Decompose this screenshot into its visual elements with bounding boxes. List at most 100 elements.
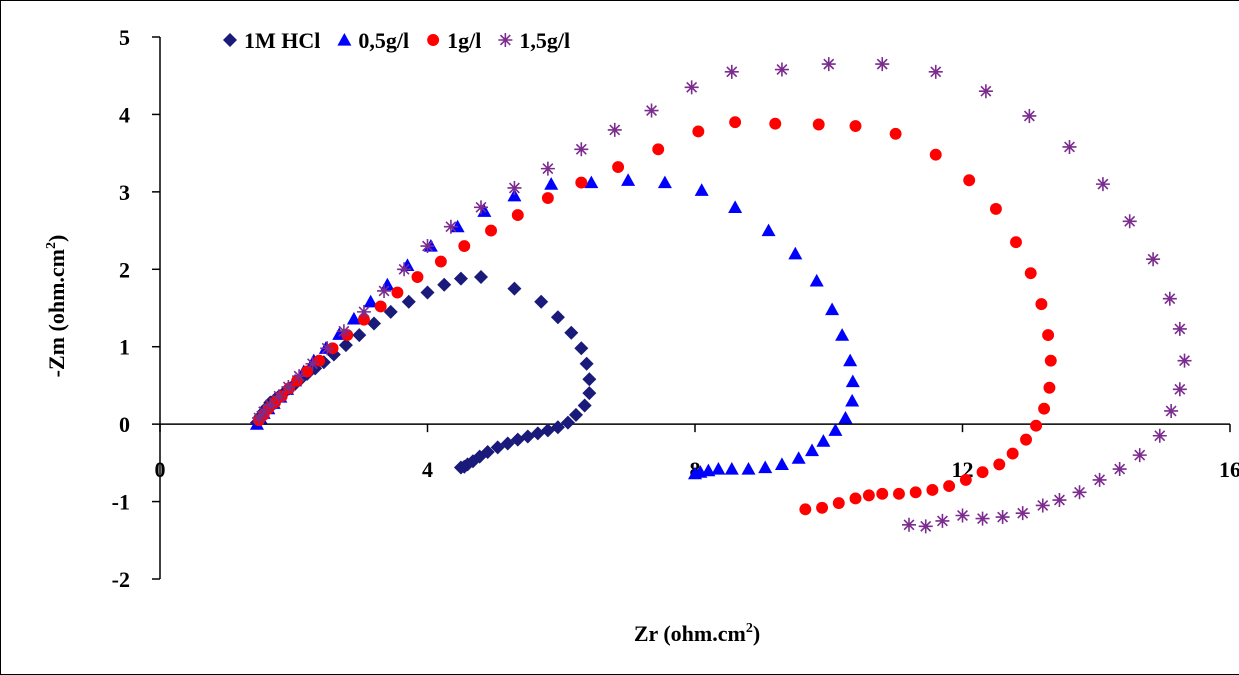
data-point — [534, 294, 549, 309]
data-point — [550, 310, 565, 325]
data-point — [485, 224, 497, 237]
data-point — [816, 434, 831, 447]
data-point — [577, 398, 592, 413]
data-point — [1122, 214, 1137, 229]
data-point — [374, 300, 387, 313]
x-tick-label: 4 — [422, 457, 433, 482]
data-point — [1042, 329, 1055, 342]
data-point — [1062, 139, 1077, 154]
data-point — [397, 262, 412, 277]
data-point — [584, 175, 599, 189]
data-point — [1132, 448, 1147, 463]
data-point — [959, 473, 972, 486]
axes: -2-10123450481216 — [112, 25, 1239, 592]
data-point — [301, 365, 314, 378]
x-tick-label: 0 — [155, 457, 166, 482]
legend-label: 1M HCl — [244, 28, 320, 53]
data-point — [1172, 382, 1187, 397]
data-point — [975, 511, 990, 526]
data-point — [1020, 433, 1032, 446]
legend-label: 0,5g/l — [358, 28, 409, 53]
data-point — [955, 508, 970, 523]
data-point — [607, 122, 622, 137]
data-point — [761, 223, 776, 237]
data-point — [1043, 381, 1056, 394]
data-point — [1006, 447, 1019, 460]
data-point — [1164, 403, 1179, 418]
data-point — [902, 517, 916, 532]
y-tick-label: 2 — [119, 257, 130, 282]
data-point — [383, 304, 398, 319]
data-point — [474, 270, 488, 285]
data-point — [978, 84, 993, 99]
data-point — [657, 175, 672, 189]
data-point — [251, 410, 266, 425]
data-point — [1035, 298, 1048, 311]
data-point — [875, 57, 890, 72]
data-point — [724, 462, 739, 475]
data-point — [338, 338, 353, 353]
data-point — [358, 313, 370, 326]
data-point — [929, 148, 942, 161]
y-tick-label: -1 — [112, 490, 130, 515]
data-point — [862, 489, 875, 502]
data-point — [724, 64, 739, 79]
data-point — [621, 173, 636, 186]
data-point — [507, 281, 522, 296]
data-point — [582, 386, 597, 401]
data-point — [1030, 419, 1043, 432]
data-point — [843, 353, 858, 367]
data-point — [926, 484, 939, 496]
data-point — [989, 202, 1002, 215]
data-point — [1010, 236, 1022, 249]
data-point — [1052, 493, 1067, 508]
legend-item-2: 0,5g/l — [337, 28, 409, 53]
data-point — [574, 341, 589, 356]
data-point — [758, 460, 773, 474]
data-point — [943, 480, 956, 493]
data-point — [963, 174, 976, 187]
x-axis-title: Zr (ohm.cm2) — [634, 621, 760, 646]
data-point — [612, 161, 625, 174]
data-point — [1112, 462, 1127, 477]
data-point — [511, 209, 524, 222]
data-point — [849, 492, 862, 505]
y-tick-label: 4 — [119, 102, 130, 127]
legend-marker — [223, 33, 237, 47]
legend-marker — [427, 34, 440, 46]
y-tick-label: 1 — [119, 335, 130, 360]
data-point — [1024, 267, 1037, 280]
data-point — [812, 118, 825, 131]
data-point — [993, 458, 1006, 471]
data-point — [391, 286, 404, 299]
y-tick-label: 5 — [119, 25, 130, 50]
data-point — [889, 127, 902, 140]
data-point — [1177, 353, 1192, 368]
data-point — [356, 304, 371, 319]
data-point — [652, 143, 665, 156]
series-4 — [251, 57, 1192, 534]
data-point — [909, 486, 922, 499]
data-point — [560, 415, 575, 430]
data-point — [582, 372, 597, 387]
data-point — [928, 64, 943, 79]
data-point — [1146, 252, 1161, 267]
y-tick-label: 0 — [119, 412, 130, 437]
data-point — [845, 393, 860, 407]
series-2 — [249, 173, 860, 480]
data-point — [845, 374, 860, 388]
data-point — [263, 397, 278, 412]
series-layer — [249, 57, 1192, 534]
data-point — [688, 466, 702, 480]
data-point — [564, 325, 579, 340]
data-point — [729, 116, 742, 129]
data-point — [918, 519, 933, 534]
legend-item-4: 1,5g/l — [498, 28, 570, 53]
data-point — [1044, 354, 1057, 367]
data-point — [458, 240, 471, 253]
data-point — [377, 283, 392, 298]
data-point — [540, 161, 555, 176]
data-point — [1022, 108, 1037, 123]
data-point — [411, 271, 424, 283]
data-point — [1035, 498, 1050, 513]
